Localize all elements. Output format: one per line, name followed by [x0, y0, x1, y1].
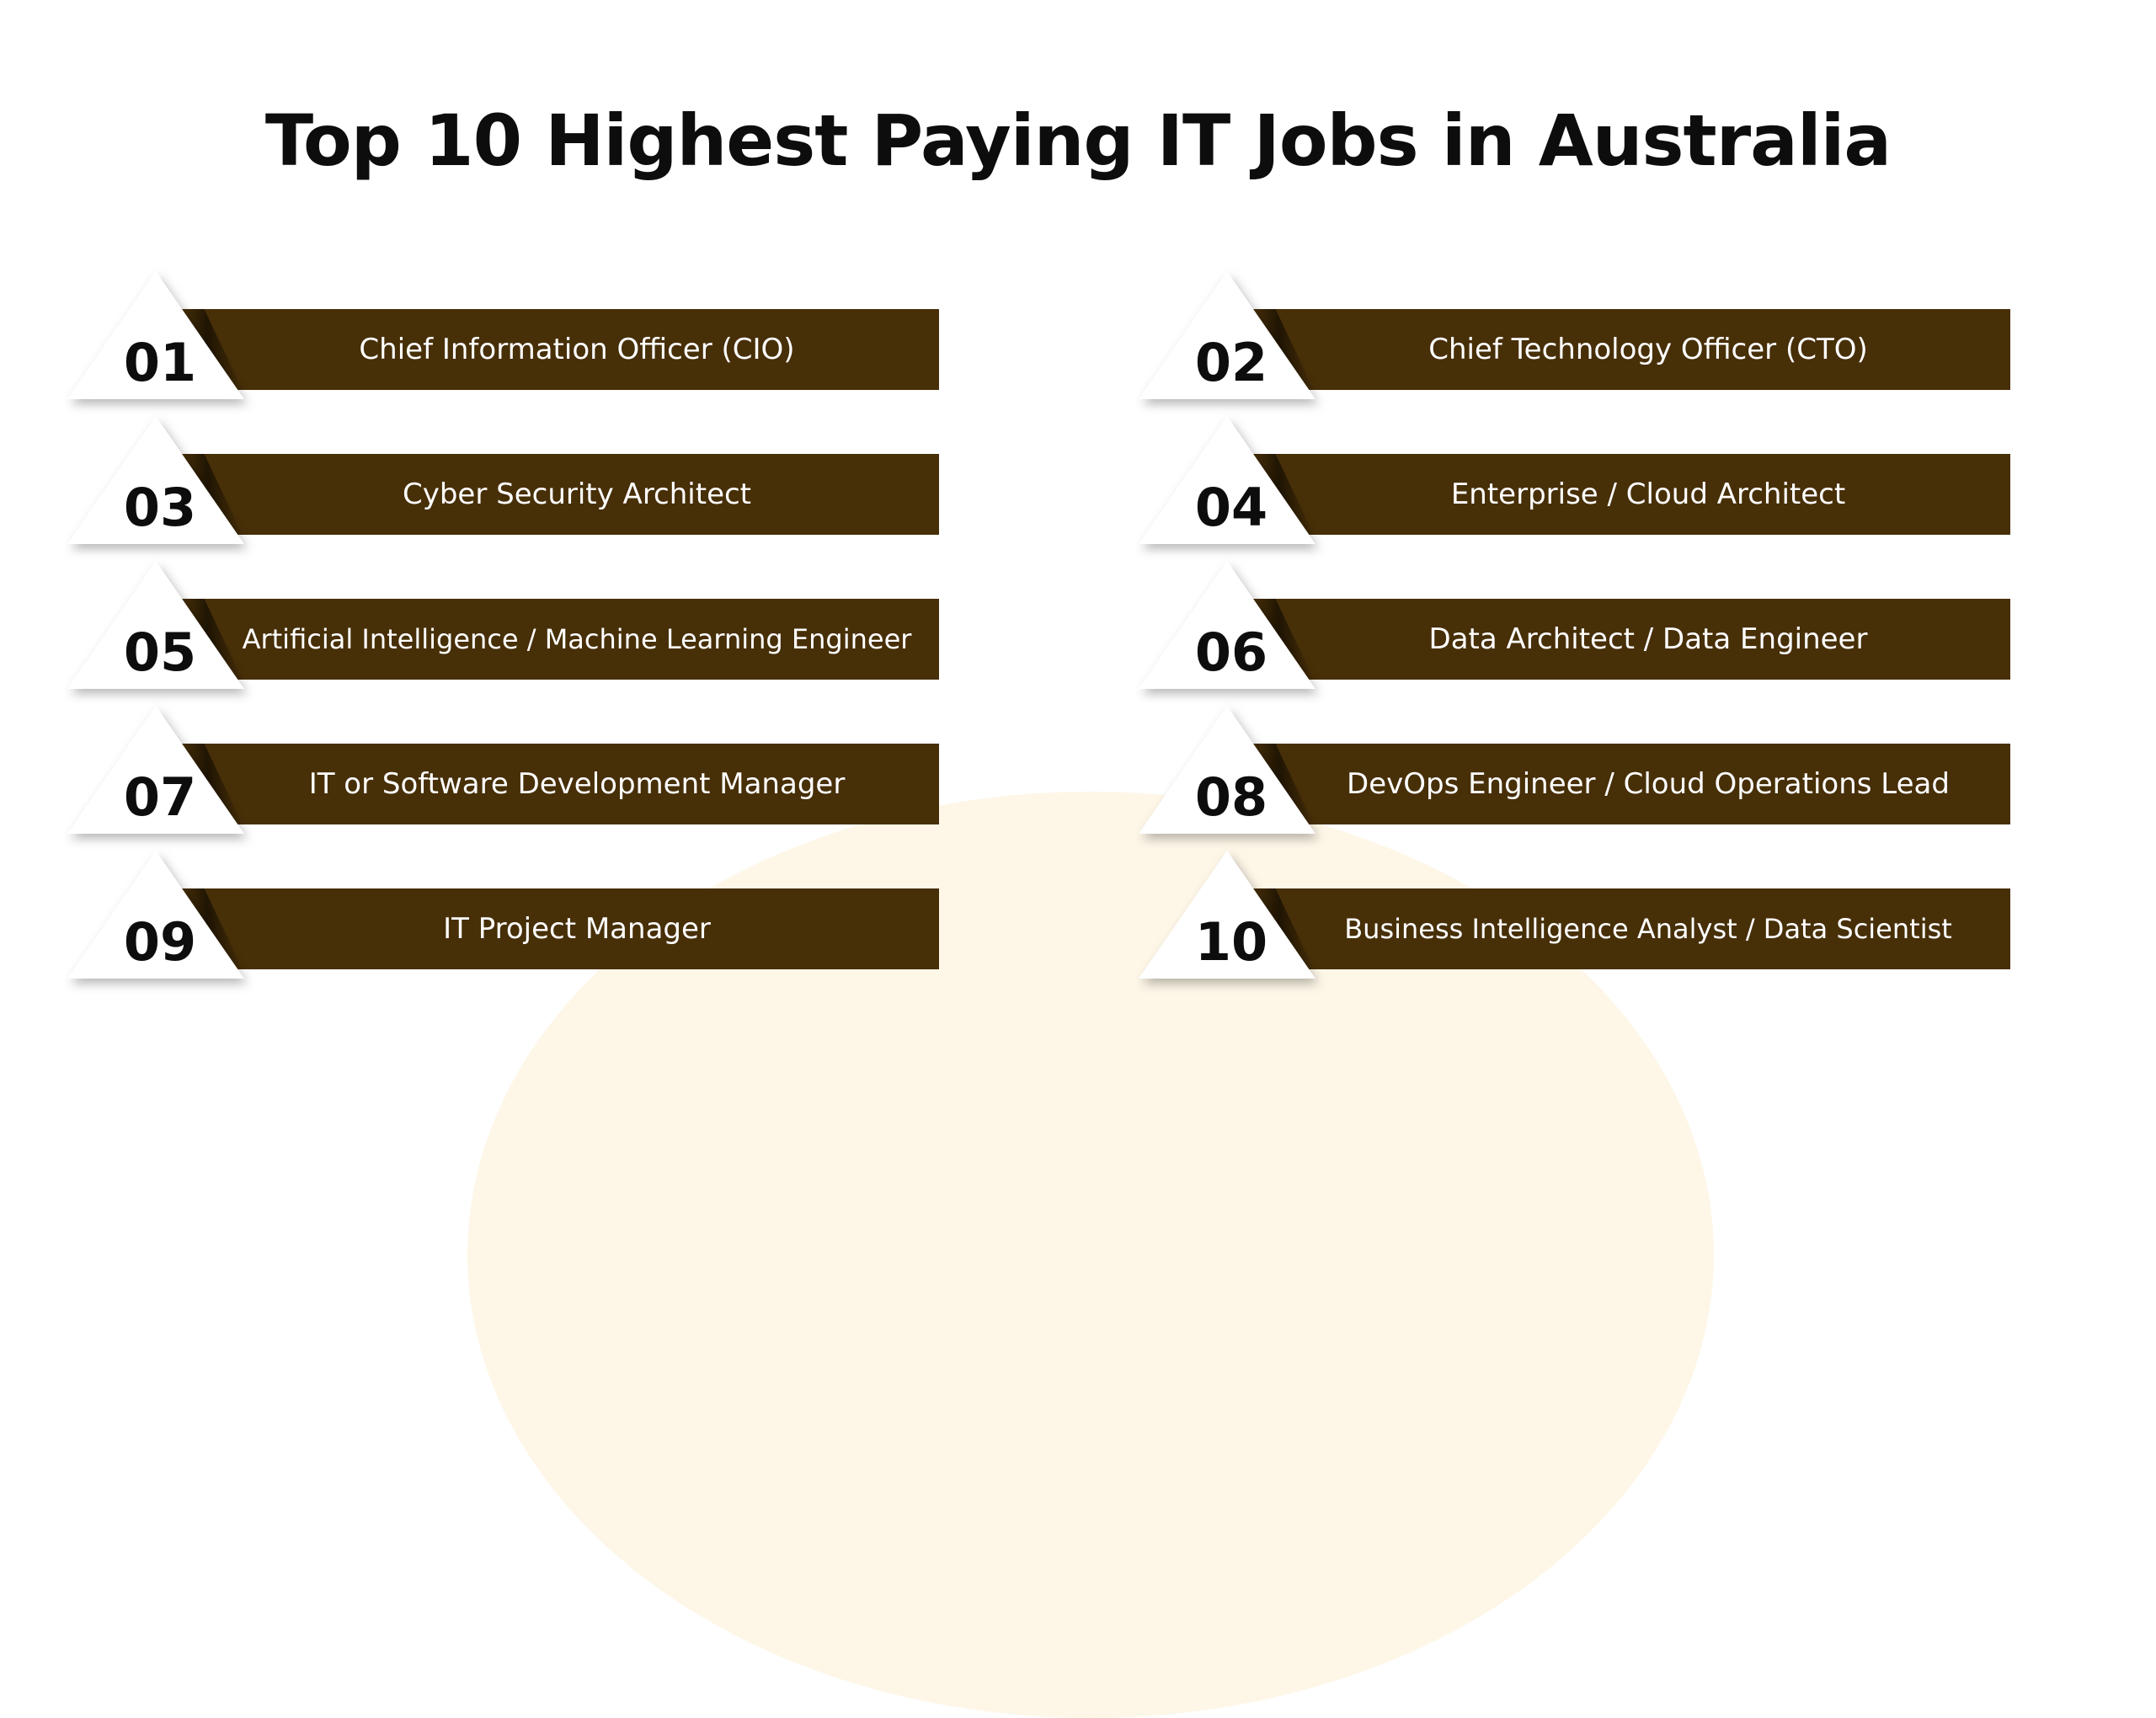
- job-item-02: 02 Chief Technology Officer (CTO): [1139, 271, 2010, 419]
- job-item-09: 09 IT Project Manager: [67, 851, 939, 998]
- job-bar: [1246, 888, 2010, 969]
- job-title: Chief Information Officer (CIO): [359, 333, 795, 366]
- job-bar: [175, 888, 939, 969]
- job-title: Data Architect / Data Engineer: [1428, 622, 1868, 656]
- job-item-08: 08 DevOps Engineer / Cloud Operations Le…: [1139, 706, 2010, 853]
- job-bar: [175, 309, 939, 390]
- triangle-badge: [1139, 561, 1315, 689]
- job-title: IT Project Manager: [443, 912, 711, 946]
- triangle-badge: [67, 271, 244, 399]
- job-bar: [1246, 599, 2010, 680]
- job-title: Artificial Intelligence / Machine Learni…: [242, 623, 912, 655]
- job-bar: [175, 744, 939, 824]
- job-title: Business Intelligence Analyst / Data Sci…: [1344, 913, 1952, 945]
- job-bar: [175, 599, 939, 680]
- triangle-badge: [1139, 706, 1315, 834]
- job-number: 06: [1194, 622, 1268, 683]
- job-number: 08: [1194, 766, 1268, 828]
- job-bar: [1246, 744, 2010, 824]
- triangle-badge: [67, 561, 244, 689]
- job-title: Cyber Security Architect: [402, 478, 752, 511]
- triangle-badge: [1139, 851, 1315, 979]
- job-title: Chief Technology Officer (CTO): [1428, 333, 1868, 366]
- triangle-badge: [67, 706, 244, 834]
- job-item-01: 01 Chief Information Officer (CIO): [67, 271, 939, 419]
- triangle-badge: [67, 416, 244, 544]
- job-title: Enterprise / Cloud Architect: [1450, 478, 1846, 511]
- job-item-03: 03 Cyber Security Architect: [67, 416, 939, 563]
- job-title: IT or Software Development Manager: [308, 767, 846, 801]
- job-bar: [1246, 454, 2010, 535]
- job-item-07: 07 IT or Software Development Manager: [67, 706, 939, 853]
- triangle-badge: [67, 851, 244, 979]
- triangle-badge: [1139, 271, 1315, 399]
- job-number: 02: [1194, 332, 1268, 393]
- job-item-04: 04 Enterprise / Cloud Architect: [1139, 416, 2010, 563]
- job-number: 07: [123, 766, 197, 828]
- triangle-badge: [1139, 416, 1315, 544]
- page-title: Top 10 Highest Paying IT Jobs in Austral…: [264, 99, 1892, 182]
- job-number: 10: [1194, 911, 1268, 973]
- job-item-10: 10 Business Intelligence Analyst / Data …: [1139, 851, 2010, 998]
- job-item-06: 06 Data Architect / Data Engineer: [1139, 561, 2010, 708]
- job-number: 03: [123, 477, 197, 538]
- job-item-05: 05 Artificial Intelligence / Machine Lea…: [67, 561, 939, 708]
- job-number: 05: [123, 622, 197, 683]
- job-number: 04: [1194, 477, 1268, 538]
- job-number: 01: [123, 332, 197, 393]
- job-title: DevOps Engineer / Cloud Operations Lead: [1347, 767, 1950, 801]
- job-bar: [175, 454, 939, 535]
- job-number: 09: [123, 911, 197, 973]
- job-bar: [1246, 309, 2010, 390]
